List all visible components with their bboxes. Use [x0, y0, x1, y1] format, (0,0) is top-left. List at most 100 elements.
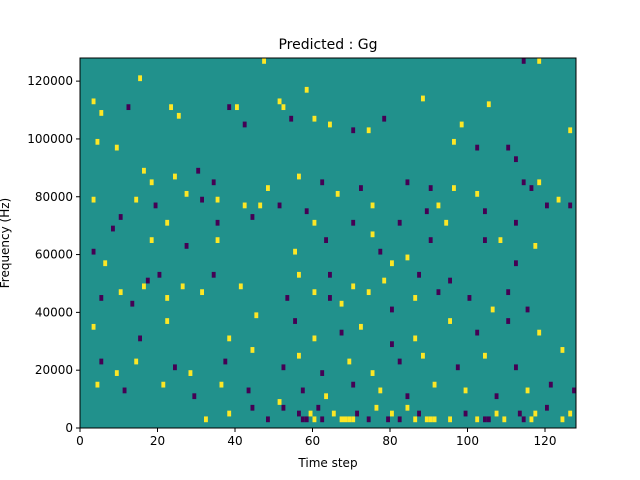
heatmap-cell — [312, 289, 317, 296]
heatmap-cell — [300, 387, 305, 394]
heatmap-cell — [483, 237, 487, 243]
heatmap-cell — [390, 410, 394, 417]
heatmap-cell — [436, 289, 441, 296]
heatmap-cell — [200, 289, 204, 296]
y-tick-label: 20000 — [35, 363, 73, 377]
heatmap-cell — [351, 381, 356, 388]
heatmap-cell — [382, 115, 387, 122]
heatmap-cell — [266, 185, 270, 191]
heatmap-cell — [328, 295, 332, 301]
heatmap-cell — [95, 381, 100, 388]
heatmap-cell — [378, 248, 383, 255]
heatmap-cell — [366, 416, 371, 423]
heatmap-cell — [355, 410, 359, 417]
heatmap-cell — [320, 370, 325, 376]
heatmap-cell — [432, 416, 437, 423]
heatmap-cell — [568, 127, 573, 134]
heatmap-cell — [533, 410, 538, 417]
y-axis: 0 20000 40000 60000 80000 100000 120000 — [27, 74, 80, 435]
heatmap-cell — [258, 202, 263, 209]
heatmap-cell — [153, 202, 158, 209]
heatmap-cell — [173, 364, 177, 371]
heatmap-cell — [192, 393, 197, 400]
heatmap-cell — [475, 416, 480, 423]
heatmap-cell — [521, 58, 526, 64]
heatmap-cell — [134, 358, 139, 365]
heatmap-cell — [285, 295, 290, 301]
heatmap-cell — [122, 387, 127, 394]
heatmap-cell — [99, 110, 104, 116]
heatmap-cell — [196, 167, 201, 174]
heatmap-cell — [188, 370, 193, 376]
heatmap-cell — [165, 295, 170, 301]
heatmap-cell — [424, 208, 429, 215]
heatmap-cell — [545, 404, 549, 411]
heatmap-cell — [331, 410, 336, 417]
heatmap-cell — [533, 243, 538, 249]
heatmap-cell — [297, 410, 301, 417]
heatmap-cell — [378, 387, 383, 394]
heatmap-cell — [173, 173, 177, 180]
heatmap-cell — [277, 98, 282, 105]
heatmap-cell — [351, 283, 356, 290]
heatmap-cell — [455, 364, 460, 371]
heatmap-cell — [405, 393, 410, 400]
heatmap-cell — [351, 219, 356, 226]
heatmap-cell — [351, 127, 356, 134]
heatmap-cell — [180, 283, 185, 290]
x-tick-label: 80 — [382, 434, 397, 448]
heatmap-cell — [386, 416, 390, 423]
heatmap-cell — [572, 387, 576, 394]
heatmap-cell — [130, 300, 135, 307]
heatmap-cell — [463, 387, 468, 394]
heatmap-cell — [486, 416, 491, 423]
heatmap-cell — [514, 156, 518, 163]
heatmap-cell — [277, 399, 282, 405]
heatmap-cell — [390, 260, 394, 267]
heatmap-cell — [238, 283, 243, 290]
heatmap-cell — [397, 358, 402, 365]
heatmap-cell — [114, 144, 119, 151]
heatmap-cell — [397, 416, 402, 423]
heatmap-cell — [459, 121, 464, 128]
heatmap-cell — [444, 219, 449, 226]
heatmap-cell — [297, 271, 301, 278]
heatmap-cell — [463, 410, 468, 417]
heatmap-cell — [142, 283, 146, 290]
heatmap-cell — [494, 393, 499, 400]
heatmap-cell — [467, 295, 472, 301]
heatmap-cell — [289, 115, 294, 122]
heatmap-cell — [397, 219, 402, 226]
heatmap-cell — [413, 416, 418, 423]
y-tick-label: 120000 — [27, 74, 73, 88]
heatmap-cell — [359, 323, 363, 330]
heatmap-cell — [103, 260, 108, 267]
heatmap-cell — [219, 381, 224, 388]
heatmap-cell — [432, 381, 437, 388]
heatmap-cell — [452, 138, 456, 145]
heatmap-cell — [537, 58, 542, 64]
heatmap-cell — [390, 341, 394, 348]
heatmap-cell — [304, 208, 309, 215]
heatmap-cell — [494, 410, 499, 417]
heatmap-cell — [149, 237, 154, 243]
chart-title: Predicted : Gg — [278, 37, 377, 53]
heatmap-cell — [421, 352, 425, 359]
x-tick-label: 60 — [305, 434, 320, 448]
heatmap-cell — [91, 196, 96, 203]
heatmap-cell — [227, 104, 232, 111]
heatmap-cell — [428, 416, 433, 423]
heatmap-cell — [521, 416, 526, 423]
heatmap-cell — [417, 271, 421, 278]
x-axis-label: Time step — [297, 456, 357, 470]
y-axis-label: Frequency (Hz) — [0, 198, 12, 289]
heatmap-cell — [448, 318, 452, 324]
heatmap-cell — [266, 416, 270, 423]
heatmap-cell — [215, 219, 220, 226]
heatmap-cell — [475, 329, 480, 336]
heatmap-cell — [436, 202, 441, 209]
heatmap-cell — [320, 416, 325, 423]
heatmap-cell — [498, 237, 503, 243]
heatmap-cell — [324, 393, 328, 400]
